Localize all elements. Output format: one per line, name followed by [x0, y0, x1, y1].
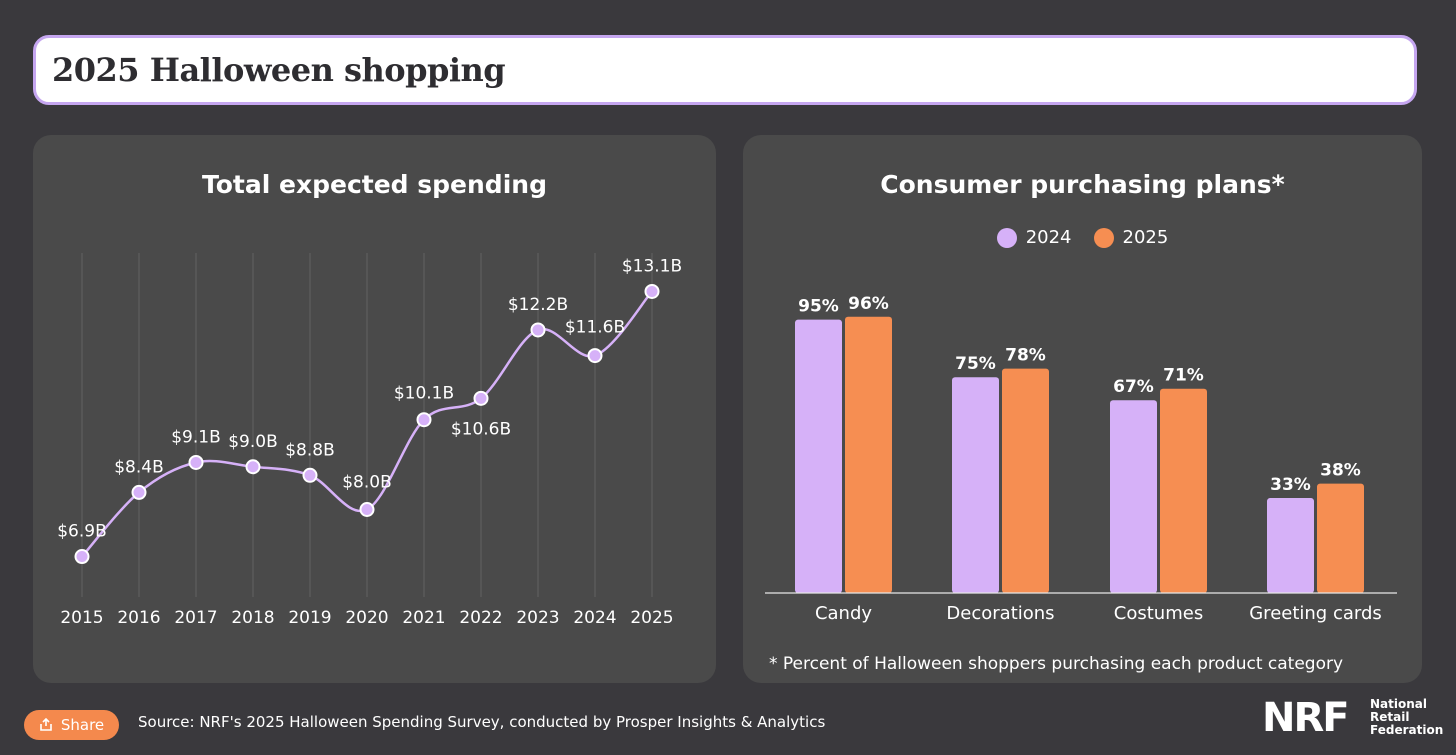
- share-label: Share: [60, 716, 105, 734]
- purchasing-bar-chart: 95% 96% Candy 75% 78% Decorations 67% 71% Costum…: [765, 294, 1397, 624]
- bar-value-label: 38%: [1320, 461, 1361, 481]
- data-point: [188, 454, 204, 470]
- data-point: [530, 322, 546, 338]
- data-point: [473, 390, 489, 406]
- x-tick-label: 2019: [288, 608, 331, 628]
- x-tick-label: 2023: [516, 608, 559, 628]
- bar-value-label: 67%: [1113, 377, 1154, 397]
- bar: [1002, 368, 1049, 593]
- logo-mark: NRF: [1262, 695, 1350, 741]
- data-point: [245, 459, 261, 475]
- data-label: $10.6B: [451, 419, 511, 439]
- data-label: $9.0B: [228, 432, 278, 452]
- bar-value-label: 78%: [1005, 346, 1046, 366]
- bar-value-label: 95%: [798, 297, 839, 317]
- data-label: $8.4B: [114, 457, 164, 477]
- page-title: 2025 Halloween shopping: [52, 51, 506, 89]
- bar: [1267, 498, 1314, 593]
- chart-legend: 2024 2025: [743, 227, 1422, 248]
- purchasing-chart-panel: Consumer purchasing plans* 2024 2025 95%…: [743, 135, 1422, 683]
- x-tick-label: 2018: [231, 608, 274, 628]
- bar-value-label: 33%: [1270, 475, 1311, 495]
- x-tick-label: 2015: [60, 608, 103, 628]
- category-label: Candy: [815, 603, 872, 624]
- bar-value-label: 96%: [848, 294, 889, 314]
- logo-text: National Retail Federation: [1370, 698, 1443, 737]
- x-tick-label: 2020: [345, 608, 388, 628]
- bar: [1317, 483, 1364, 593]
- bar-value-label: 71%: [1163, 366, 1204, 386]
- spending-line-chart: $6.9B $8.4B $9.1B $9.0B $8.8B $8.0B $10.1B $10.…: [57, 253, 682, 628]
- nrf-logo: NRF National Retail Federation: [1262, 695, 1443, 742]
- title-bar: 2025 Halloween shopping: [33, 35, 1417, 105]
- share-icon: [40, 718, 52, 731]
- x-tick-label: 2024: [573, 608, 616, 628]
- data-label: $9.1B: [171, 427, 221, 447]
- x-tick-label: 2017: [174, 608, 217, 628]
- legend-item-2024: 2024: [996, 227, 1072, 248]
- data-point: [131, 484, 147, 500]
- data-point: [587, 348, 603, 364]
- source-note: Source: NRF's 2025 Halloween Spending Su…: [138, 713, 826, 731]
- legend-label-2025: 2025: [1122, 227, 1169, 248]
- data-point: [644, 283, 660, 299]
- category-label: Costumes: [1114, 603, 1203, 624]
- chart-footnote: * Percent of Halloween shoppers purchasi…: [769, 654, 1344, 674]
- x-tick-label: 2022: [459, 608, 502, 628]
- data-label: $11.6B: [565, 318, 625, 338]
- x-tick-label: 2021: [402, 608, 445, 628]
- spending-chart-panel: Total expected spending $6.9B $8.4B $9.1B $…: [33, 135, 716, 683]
- bar: [1110, 400, 1157, 593]
- data-point: [74, 549, 90, 565]
- share-button[interactable]: Share: [24, 710, 119, 740]
- category-label: Decorations: [946, 603, 1054, 624]
- spending-chart-title: Total expected spending: [202, 170, 547, 199]
- legend-item-2025: 2025: [1093, 227, 1169, 248]
- data-label: $6.9B: [57, 522, 107, 542]
- data-point: [359, 502, 375, 517]
- bar: [1160, 388, 1207, 593]
- bar: [952, 377, 999, 593]
- data-label: $10.1B: [394, 384, 454, 404]
- data-label: $8.0B: [342, 473, 392, 493]
- data-label: $8.8B: [285, 440, 335, 460]
- x-tick-label: 2016: [117, 608, 160, 628]
- spending-line: [81, 290, 653, 558]
- data-point: [302, 467, 318, 483]
- purchasing-chart-title: Consumer purchasing plans*: [880, 170, 1285, 199]
- logo-line-2: Retail: [1370, 710, 1410, 724]
- legend-swatch-2025: [1093, 227, 1114, 248]
- legend-label-2024: 2024: [1025, 227, 1072, 248]
- logo-line-1: National: [1370, 697, 1427, 711]
- data-label: $13.1B: [622, 256, 682, 276]
- data-point: [416, 412, 432, 428]
- bar-value-label: 75%: [955, 354, 996, 374]
- bar: [795, 319, 842, 593]
- bar: [845, 316, 892, 593]
- data-label: $12.2B: [508, 295, 568, 315]
- logo-line-3: Federation: [1370, 723, 1444, 737]
- category-label: Greeting cards: [1249, 603, 1382, 624]
- legend-swatch-2024: [996, 227, 1017, 248]
- x-tick-label: 2025: [630, 608, 673, 628]
